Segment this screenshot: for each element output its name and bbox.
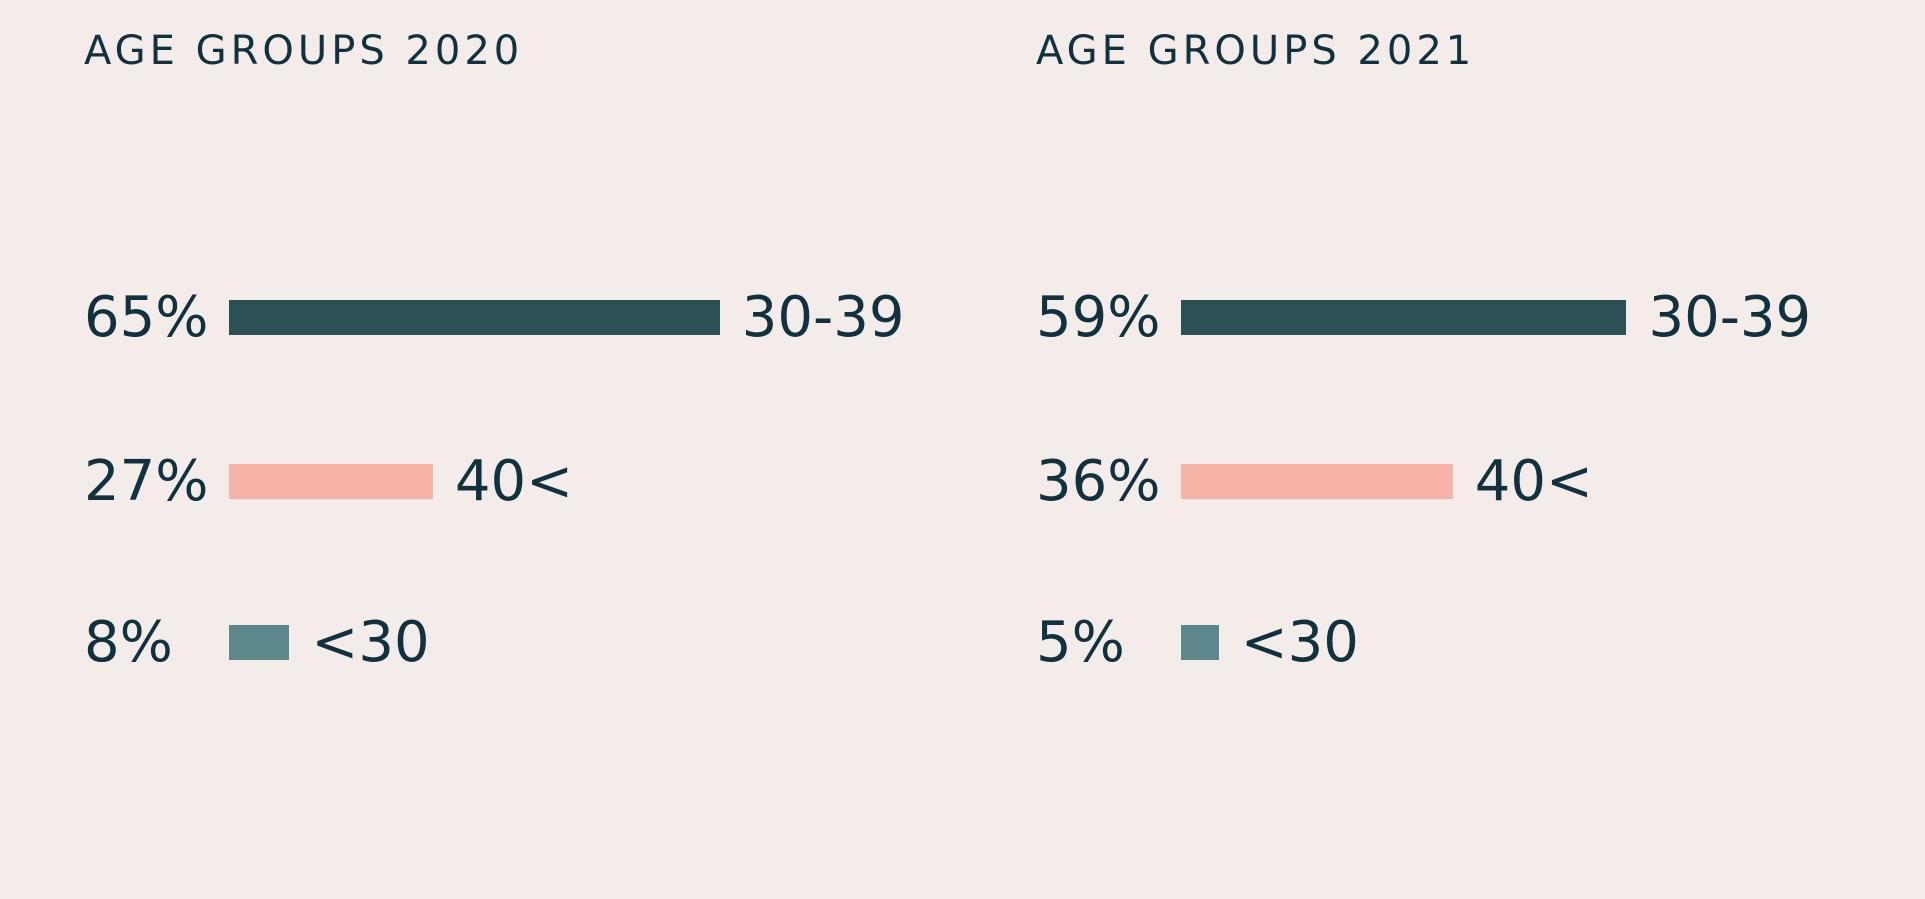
bar [229, 625, 290, 660]
value-label: 27% [84, 449, 209, 514]
category-label: 30-39 [1648, 285, 1812, 350]
value-label: 8% [84, 610, 173, 675]
value-label: 36% [1036, 449, 1161, 514]
value-label: 65% [84, 285, 209, 350]
category-label: 40< [454, 449, 574, 514]
bar [229, 300, 720, 335]
chart-panel-2021: AGE GROUPS 2021 59% 30-39 36% 40< 5% <30 [952, 0, 1852, 899]
value-label: 5% [1036, 610, 1125, 675]
bar [1181, 300, 1627, 335]
value-label: 59% [1036, 285, 1161, 350]
chart-panel-2020: AGE GROUPS 2020 65% 30-39 27% 40< 8% <30 [0, 0, 904, 899]
chart-title: AGE GROUPS 2021 [1036, 28, 1476, 74]
category-label: <30 [311, 610, 430, 675]
bar [229, 464, 433, 499]
bar [1181, 464, 1453, 499]
bar [1181, 625, 1219, 660]
category-label: 30-39 [741, 285, 905, 350]
category-label: <30 [1240, 610, 1359, 675]
chart-title: AGE GROUPS 2020 [84, 28, 524, 74]
category-label: 40< [1474, 449, 1593, 514]
